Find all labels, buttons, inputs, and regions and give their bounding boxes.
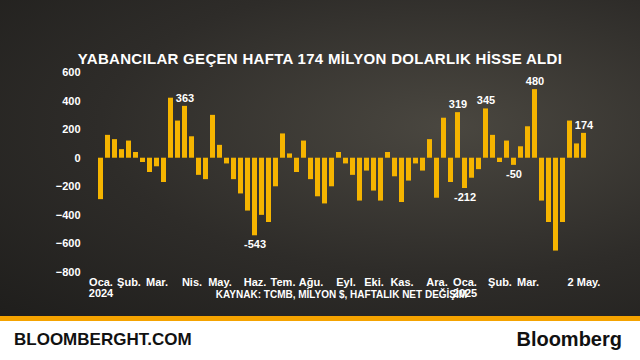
svg-text:Mar.: Mar. bbox=[517, 276, 539, 288]
svg-text:174: 174 bbox=[575, 119, 594, 131]
svg-text:−200: −200 bbox=[56, 180, 81, 192]
svg-text:Ara.: Ara. bbox=[426, 276, 447, 288]
svg-text:2 May.: 2 May. bbox=[568, 276, 601, 288]
svg-text:Eyl.: Eyl. bbox=[336, 276, 356, 288]
svg-text:-50: -50 bbox=[506, 168, 522, 180]
html-text:BLOOMBERGHT.COM: BLOOMBERGHT.COM bbox=[14, 330, 192, 349]
svg-text:400: 400 bbox=[62, 95, 80, 107]
svg-text:-543: -543 bbox=[244, 238, 266, 250]
svg-text:Eki.: Eki. bbox=[364, 276, 384, 288]
svg-text:0: 0 bbox=[74, 152, 80, 164]
html-text:Oca.: Oca. bbox=[453, 276, 477, 289]
svg-text:Kas.: Kas. bbox=[390, 276, 413, 288]
svg-text:−800: −800 bbox=[56, 266, 81, 278]
html-text:YABANCILAR GEÇEN HAFTA 174 MİL: YABANCILAR GEÇEN HAFTA 174 MİLYON DOLARL… bbox=[77, 50, 563, 67]
html-text:Bloomberg: Bloomberg bbox=[516, 328, 622, 350]
svg-text:Haz.: Haz. bbox=[244, 276, 267, 288]
html-text:2025: 2025 bbox=[452, 287, 478, 300]
svg-text:Şub.: Şub. bbox=[488, 276, 512, 288]
svg-text:Tem.: Tem. bbox=[271, 276, 296, 288]
svg-text:Mar.: Mar. bbox=[146, 276, 168, 288]
svg-text:319: 319 bbox=[449, 98, 467, 110]
svg-text:345: 345 bbox=[477, 94, 495, 106]
svg-text:−400: −400 bbox=[56, 209, 81, 221]
svg-text:-212: -212 bbox=[454, 191, 476, 203]
svg-text:Şub.: Şub. bbox=[117, 276, 141, 288]
svg-text:Oca.2024: Oca.2024 bbox=[89, 276, 114, 299]
svg-text:200: 200 bbox=[62, 123, 80, 135]
svg-text:−600: −600 bbox=[56, 237, 81, 249]
svg-text:Ağu.: Ağu. bbox=[299, 276, 323, 288]
svg-text:600: 600 bbox=[62, 66, 80, 78]
svg-text:480: 480 bbox=[526, 75, 544, 87]
svg-text:363: 363 bbox=[176, 92, 194, 104]
html-text:KAYNAK: TCMB, MİLYON $, HAFTAL: KAYNAK: TCMB, MİLYON $, HAFTALIK NET DEĞ… bbox=[215, 289, 468, 300]
svg-text:Nis.: Nis. bbox=[182, 276, 202, 288]
svg-text:May.: May. bbox=[208, 276, 232, 288]
